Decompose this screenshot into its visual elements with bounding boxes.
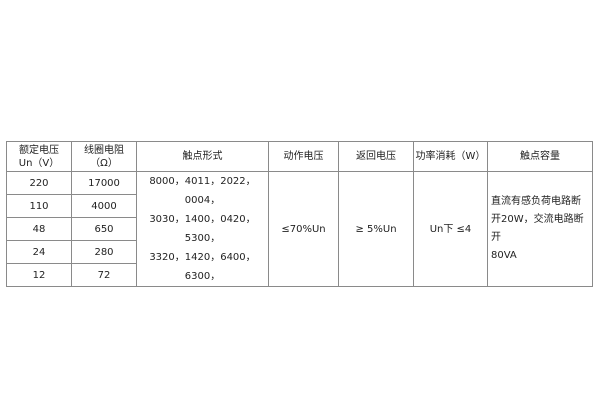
header-line: 线圈电阻 xyxy=(84,144,124,156)
voltage-cell: 110 xyxy=(6,194,72,218)
release-voltage-cell: ≥ 5%Un xyxy=(338,171,414,287)
operate-voltage-cell: ≤70%Un xyxy=(268,171,339,287)
header-row: 额定电压 Un（V） 线圈电阻 （Ω） 触点形式 动作电压 返回电压 功率消耗（W）… xyxy=(6,141,593,172)
table-row: 220 17000 8000，4011，2022，0004， 3030，1400… xyxy=(6,171,593,287)
power-cell: Un下 ≤4 xyxy=(413,171,488,287)
resistance-cell: 4000 xyxy=(71,194,137,218)
header-release-voltage: 返回电压 xyxy=(338,141,414,172)
header-coil-resistance: 线圈电阻 （Ω） xyxy=(71,141,137,172)
contact-forms-cell: 8000，4011，2022，0004， 3030，1400，0420，5300… xyxy=(136,171,269,287)
header-power: 功率消耗（W） xyxy=(413,141,488,172)
resistance-cell: 650 xyxy=(71,217,137,241)
resistance-cell: 280 xyxy=(71,240,137,264)
table-row: 12 72 xyxy=(6,263,593,287)
contact-form-line: 3320，1420，6400，6300， xyxy=(149,252,256,282)
header-line: Un（V） xyxy=(18,157,60,169)
contact-form-line: 3030，1400，0420，5300， xyxy=(149,214,256,244)
capacity-line: 80VA xyxy=(491,250,517,261)
header-rated-voltage: 额定电压 Un（V） xyxy=(6,141,72,172)
contact-form-line: 8000，4011，2022，0004， xyxy=(149,176,256,206)
header-contact-capacity: 触点容量 xyxy=(487,141,593,172)
header-contact-form: 触点形式 xyxy=(136,141,269,172)
header-operate-voltage: 动作电压 xyxy=(268,141,339,172)
capacity-line: 直流有感负荷电路断 xyxy=(491,196,581,207)
contact-capacity-cell: 直流有感负荷电路断 开20W，交流电路断开 80VA xyxy=(487,171,593,287)
header-line: （Ω） xyxy=(90,157,118,169)
voltage-cell: 12 xyxy=(6,263,72,287)
voltage-cell: 24 xyxy=(6,240,72,264)
capacity-line: 开20W，交流电路断开 xyxy=(491,214,584,243)
voltage-cell: 220 xyxy=(6,171,72,195)
resistance-cell: 72 xyxy=(71,263,137,287)
table-row: 24 280 xyxy=(6,240,593,264)
spec-table: 额定电压 Un（V） 线圈电阻 （Ω） 触点形式 动作电压 返回电压 功率消耗（W）… xyxy=(6,141,593,287)
header-line: 额定电压 xyxy=(19,144,59,156)
resistance-cell: 17000 xyxy=(71,171,137,195)
voltage-cell: 48 xyxy=(6,217,72,241)
